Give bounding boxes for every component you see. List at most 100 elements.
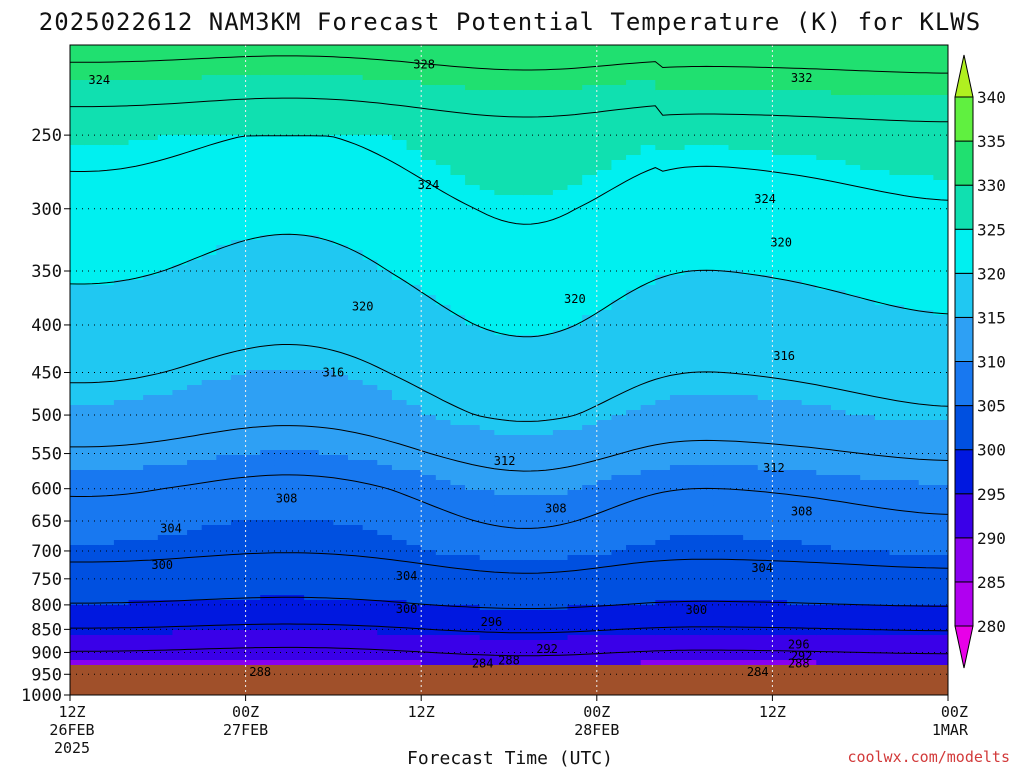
field-cell <box>348 210 364 216</box>
field-cell <box>523 640 539 646</box>
field-cell <box>157 585 174 591</box>
field-cell <box>318 510 334 516</box>
field-cell <box>157 460 174 466</box>
field-cell <box>289 360 305 366</box>
field-cell <box>318 580 334 586</box>
field-cell <box>113 375 130 381</box>
field-cell <box>289 545 305 551</box>
field-cell <box>187 330 203 336</box>
field-cell <box>509 415 525 421</box>
field-cell <box>450 420 466 426</box>
field-cell <box>289 455 305 461</box>
field-cell <box>157 165 174 171</box>
field-cell <box>304 410 320 416</box>
field-cell <box>377 365 393 371</box>
field-cell <box>509 280 525 286</box>
field-cell <box>523 90 539 96</box>
field-cell <box>304 655 320 661</box>
field-cell <box>187 500 203 506</box>
field-cell <box>450 145 466 151</box>
field-cell <box>245 210 261 216</box>
field-cell <box>304 195 320 201</box>
field-cell <box>391 455 408 461</box>
field-cell <box>362 140 378 146</box>
field-cell <box>538 620 554 626</box>
field-cell <box>362 440 378 446</box>
field-cell <box>348 515 364 521</box>
field-cell <box>479 560 495 566</box>
field-cell <box>113 50 130 56</box>
field-cell <box>143 625 159 631</box>
field-cell <box>479 60 495 66</box>
field-cell <box>611 295 627 301</box>
field-cell <box>391 585 408 591</box>
field-cell <box>99 405 115 411</box>
field-cell <box>128 470 144 476</box>
field-cell <box>70 300 86 306</box>
field-cell <box>70 490 86 496</box>
field-cell <box>362 545 378 551</box>
field-cell <box>274 380 291 386</box>
field-cell <box>260 285 276 291</box>
field-cell <box>201 240 217 246</box>
field-cell <box>450 315 466 321</box>
field-cell <box>143 350 159 356</box>
field-cell <box>260 555 276 561</box>
field-cell <box>70 485 86 491</box>
field-cell <box>128 220 144 226</box>
field-cell <box>377 370 393 376</box>
field-cell <box>509 200 525 206</box>
field-cell <box>304 260 320 266</box>
field-cell <box>450 525 466 531</box>
field-cell <box>538 400 554 406</box>
field-cell <box>362 365 378 371</box>
field-cell <box>289 300 305 306</box>
field-cell <box>450 285 466 291</box>
field-cell <box>289 460 305 466</box>
field-cell <box>333 210 349 216</box>
field-cell <box>304 580 320 586</box>
field-cell <box>538 370 554 376</box>
field-cell <box>84 505 100 511</box>
field-cell <box>348 255 364 261</box>
field-cell <box>582 65 598 71</box>
field-cell <box>245 545 261 551</box>
field-cell <box>479 330 495 336</box>
field-cell <box>494 510 510 516</box>
field-cell <box>113 110 130 116</box>
field-cell <box>582 650 598 656</box>
field-cell <box>596 415 613 421</box>
field-cell <box>113 345 130 351</box>
field-cell <box>479 165 495 171</box>
field-cell <box>406 215 422 221</box>
field-cell <box>230 260 247 266</box>
field-cell <box>289 90 305 96</box>
field-cell <box>230 485 247 491</box>
field-cell <box>245 485 261 491</box>
field-cell <box>377 235 393 241</box>
field-cell <box>538 110 554 116</box>
field-cell <box>377 575 393 581</box>
field-cell <box>274 75 291 81</box>
field-cell <box>552 120 569 126</box>
field-cell <box>128 155 144 161</box>
field-cell <box>421 270 437 276</box>
field-cell <box>348 585 364 591</box>
field-cell <box>611 320 627 326</box>
field-cell <box>567 300 583 306</box>
field-cell <box>304 530 320 536</box>
field-cell <box>318 305 334 311</box>
field-cell <box>333 410 349 416</box>
field-cell <box>333 100 349 106</box>
field-cell <box>465 550 481 556</box>
field-cell <box>391 330 408 336</box>
field-cell <box>552 545 569 551</box>
field-cell <box>128 210 144 216</box>
field-cell <box>245 635 261 641</box>
field-cell <box>611 275 627 281</box>
field-cell <box>465 180 481 186</box>
field-cell <box>333 430 349 436</box>
field-cell <box>465 405 481 411</box>
field-cell <box>626 50 642 56</box>
field-cell <box>509 495 525 501</box>
